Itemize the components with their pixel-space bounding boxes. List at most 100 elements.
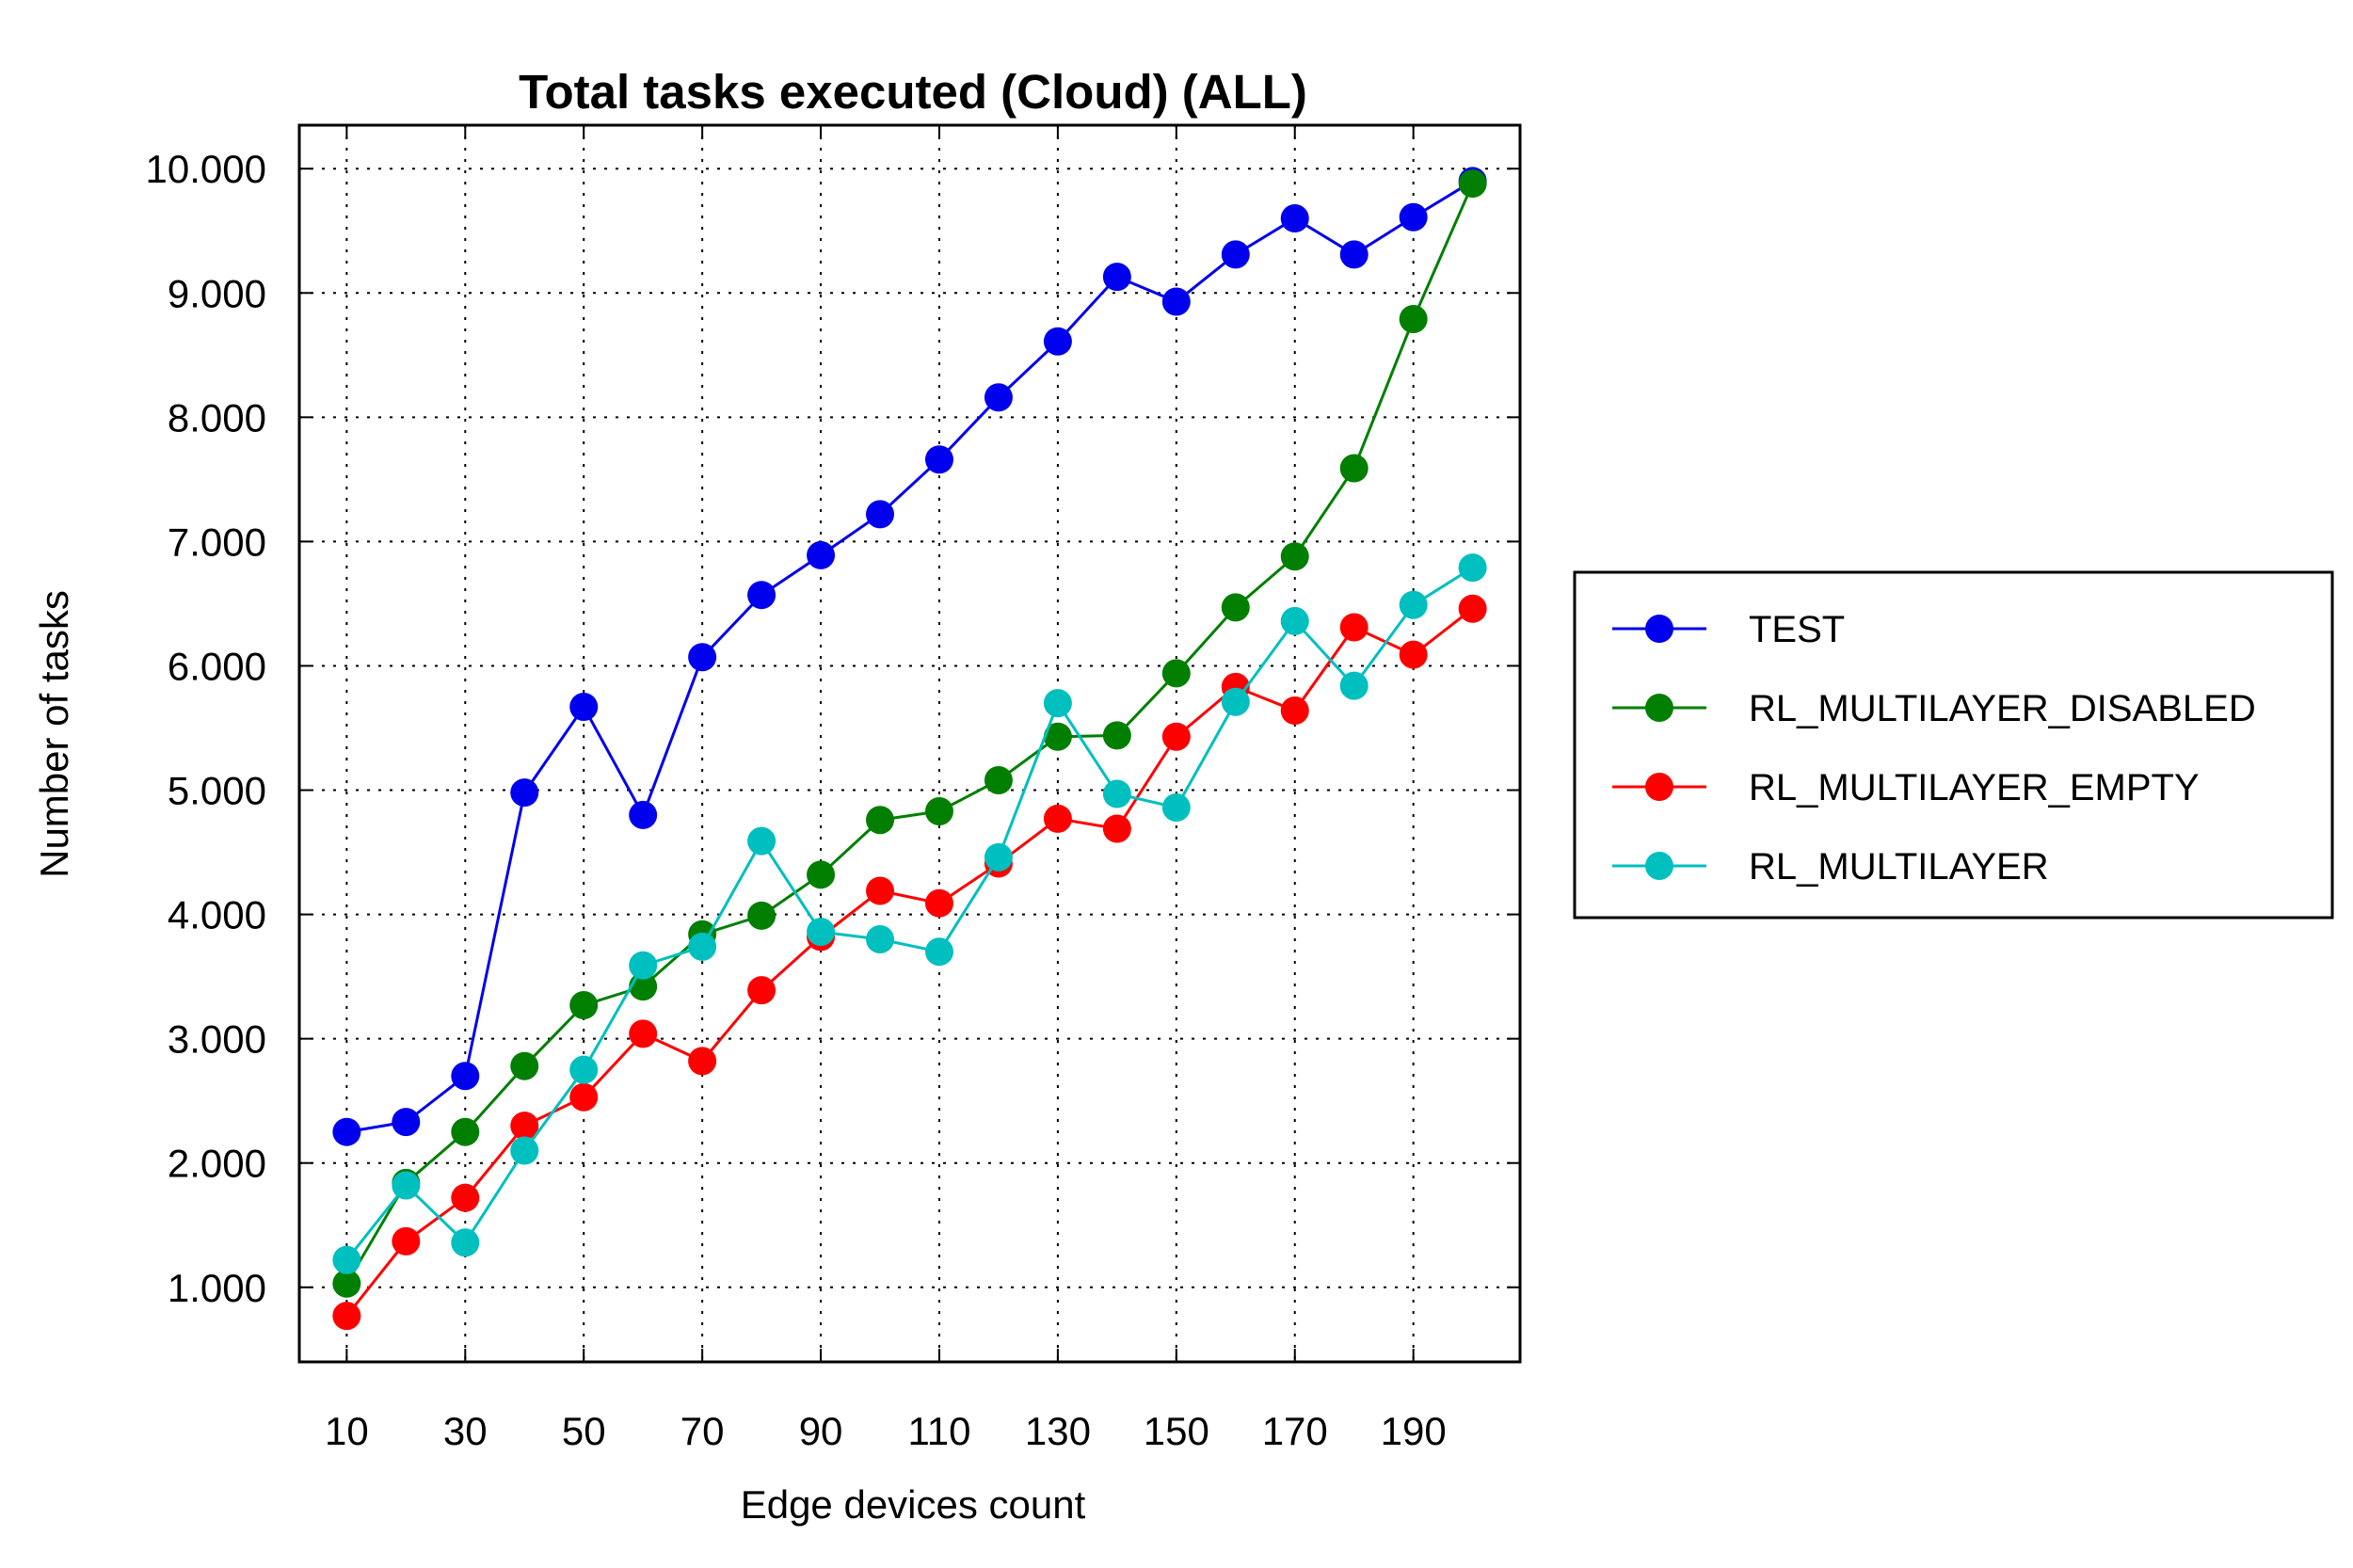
data-point (332, 1245, 361, 1274)
y-tick-label: 3.000 (168, 1017, 266, 1062)
x-tick-label: 150 (1144, 1409, 1209, 1453)
y-tick-label: 4.000 (168, 893, 266, 937)
data-point (1399, 590, 1428, 619)
data-point (1458, 169, 1487, 199)
data-point (866, 500, 895, 529)
data-point (1339, 671, 1369, 700)
x-tick-label: 90 (799, 1409, 843, 1453)
legend-item: RL_MULTILAYER_DISABLED (1612, 688, 2256, 729)
data-point (392, 1171, 421, 1200)
data-point (392, 1226, 421, 1256)
data-point (1339, 240, 1369, 269)
data-point (924, 888, 953, 918)
data-point (1280, 696, 1309, 726)
data-point (569, 990, 599, 1019)
data-point (924, 937, 953, 967)
y-tick-label: 5.000 (168, 769, 266, 813)
legend-marker (1645, 852, 1673, 880)
data-point (451, 1228, 480, 1257)
x-tick-label: 110 (907, 1409, 970, 1453)
data-point (688, 932, 717, 961)
data-point (1339, 613, 1369, 642)
data-point (688, 1047, 717, 1076)
data-point (1161, 793, 1191, 823)
data-point (984, 765, 1013, 794)
series-test (332, 167, 1487, 1146)
data-point (569, 1082, 599, 1112)
y-tick-label: 10.000 (146, 147, 266, 191)
data-point (510, 1112, 539, 1141)
data-point (1280, 542, 1309, 571)
series-group (332, 167, 1487, 1331)
data-point (747, 976, 776, 1005)
data-point (451, 1062, 480, 1091)
data-point (1102, 779, 1131, 808)
legend-item: RL_MULTILAYER_EMPTY (1612, 767, 2200, 808)
legend-item: TEST (1612, 609, 1845, 650)
data-point (392, 1108, 421, 1137)
data-point (451, 1183, 480, 1212)
x-tick-label: 70 (680, 1409, 725, 1453)
data-point (510, 1051, 539, 1080)
data-point (1280, 204, 1309, 233)
chart-title: Total tasks executed (Cloud) (ALL) (519, 65, 1307, 119)
data-point (747, 581, 776, 610)
data-point (1339, 454, 1369, 483)
legend-item: RL_MULTILAYER (1612, 846, 2049, 888)
data-point (1161, 659, 1191, 688)
data-point (866, 924, 895, 953)
data-point (1043, 722, 1072, 751)
series-rl-multilayer (332, 553, 1487, 1274)
data-point (747, 826, 776, 856)
data-point (1161, 722, 1191, 751)
plot-area (297, 123, 1522, 1364)
legend-label: TEST (1749, 609, 1845, 650)
x-tick-label: 10 (325, 1409, 369, 1453)
data-point (332, 1269, 361, 1298)
data-point (1458, 594, 1487, 623)
legend: TEST RL_MULTILAYER_DISABLED RL_MULTILAYER_… (1573, 570, 2334, 920)
legend-label: RL_MULTILAYER (1749, 846, 2049, 888)
axis-ticks: 10 30 50 70 90 110 130 150 170 190 1.000 2.000 3.000… (146, 125, 1520, 1453)
data-point (1102, 263, 1131, 292)
data-point (569, 693, 599, 722)
series-line (345, 566, 1474, 1261)
y-tick-label: 7.000 (168, 520, 266, 564)
data-point (1161, 287, 1191, 316)
data-point (1399, 640, 1428, 669)
legend-label: RL_MULTILAYER_DISABLED (1749, 688, 2256, 729)
data-point (1221, 593, 1250, 622)
data-point (807, 918, 836, 947)
data-point (924, 796, 953, 825)
data-point (1102, 814, 1131, 843)
y-tick-label: 8.000 (168, 395, 266, 440)
series-rl-multilayer-disabled (332, 169, 1487, 1298)
data-point (451, 1117, 480, 1146)
data-point (332, 1117, 361, 1146)
data-point (569, 1055, 599, 1084)
x-tick-label: 30 (443, 1409, 488, 1453)
grid (299, 125, 1520, 1362)
data-point (1043, 327, 1072, 356)
data-point (629, 951, 658, 980)
data-point (629, 800, 658, 829)
x-tick-label: 50 (562, 1409, 606, 1453)
data-point (332, 1302, 361, 1331)
legend-label: RL_MULTILAYER_EMPTY (1749, 767, 2200, 808)
y-tick-label: 9.000 (168, 271, 266, 315)
data-point (984, 383, 1013, 412)
data-point (688, 643, 717, 672)
data-point (866, 806, 895, 835)
y-axis-label: Number of tasks (32, 590, 76, 878)
data-point (1458, 553, 1487, 583)
data-point (1102, 721, 1131, 750)
x-axis-label: Edge devices count (741, 1482, 1086, 1527)
data-point (1280, 606, 1309, 635)
data-point (924, 445, 953, 474)
data-point (510, 1136, 539, 1165)
y-tick-label: 2.000 (168, 1142, 266, 1186)
data-point (807, 860, 836, 889)
data-point (1043, 689, 1072, 718)
data-point (1399, 305, 1428, 334)
